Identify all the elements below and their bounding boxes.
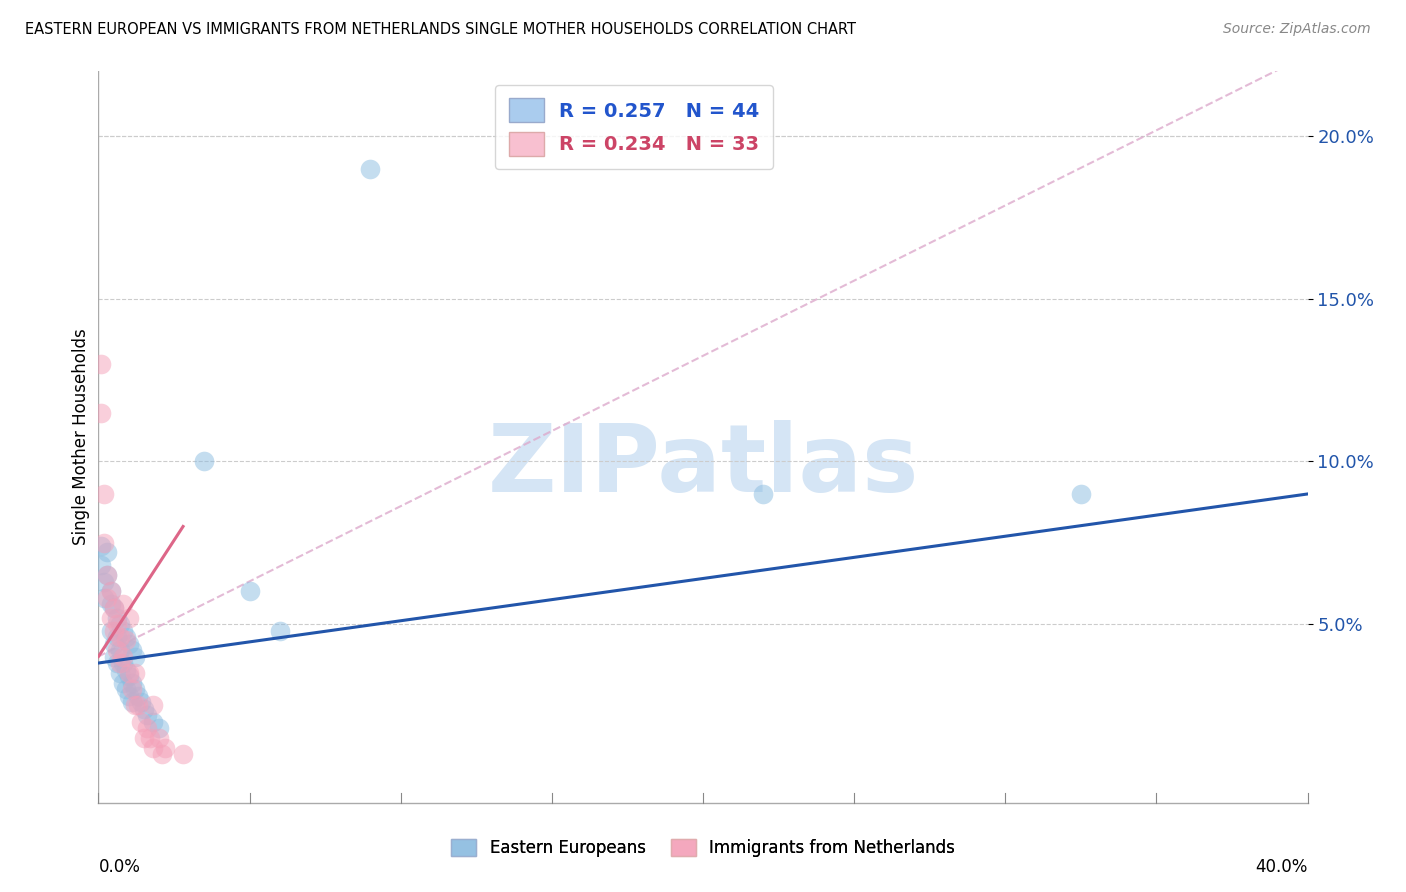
Point (121, 695, 143, 709)
Point (127, 698, 149, 713)
Point (111, 624, 134, 638)
Point (93, 487, 115, 501)
Point (108, 630, 131, 644)
Point (105, 643, 128, 657)
Point (100, 584, 122, 599)
Point (93, 591, 115, 605)
Point (111, 675, 134, 690)
Point (103, 600, 125, 615)
Point (124, 649, 146, 664)
Legend: Eastern Europeans, Immigrants from Netherlands: Eastern Europeans, Immigrants from Nethe… (444, 832, 962, 864)
Point (114, 663, 136, 677)
Point (153, 740, 176, 755)
Point (96, 545, 118, 559)
Point (148, 731, 170, 745)
Point (93, 574, 115, 589)
Point (105, 630, 128, 644)
Y-axis label: Single Mother Households: Single Mother Households (72, 329, 90, 545)
Point (142, 698, 165, 713)
Point (90, 357, 112, 371)
Point (100, 598, 122, 612)
Point (1070, 487, 1092, 501)
Point (103, 624, 125, 638)
Text: EASTERN EUROPEAN VS IMMIGRANTS FROM NETHERLANDS SINGLE MOTHER HOUSEHOLDS CORRELA: EASTERN EUROPEAN VS IMMIGRANTS FROM NETH… (25, 22, 856, 37)
Text: 40.0%: 40.0% (1256, 858, 1308, 876)
Point (103, 636, 125, 650)
Point (132, 731, 155, 745)
Point (118, 610, 141, 624)
Point (124, 681, 146, 696)
Point (100, 584, 122, 599)
Point (96, 568, 118, 582)
Point (103, 600, 125, 615)
Point (193, 454, 215, 468)
Point (135, 708, 157, 723)
Point (111, 598, 134, 612)
Point (90, 406, 112, 420)
Point (118, 689, 141, 703)
Point (105, 610, 128, 624)
Text: 0.0%: 0.0% (98, 858, 141, 876)
Point (269, 624, 291, 638)
Point (124, 698, 146, 713)
Point (108, 643, 131, 657)
Point (150, 747, 173, 761)
Point (135, 721, 157, 735)
Point (105, 617, 128, 632)
Point (96, 591, 118, 605)
Point (121, 643, 143, 657)
Point (90, 539, 112, 553)
Text: ZIPatlas: ZIPatlas (488, 420, 918, 512)
Point (111, 649, 134, 664)
Point (103, 649, 125, 664)
Point (93, 535, 115, 549)
Point (172, 747, 194, 761)
Point (121, 681, 143, 696)
Point (114, 630, 136, 644)
Point (105, 656, 128, 670)
Point (124, 665, 146, 680)
Point (142, 740, 165, 755)
Point (100, 610, 122, 624)
Point (108, 617, 131, 632)
Point (129, 695, 152, 709)
Point (752, 487, 775, 501)
Point (111, 656, 134, 670)
Point (239, 584, 262, 599)
Point (96, 568, 118, 582)
Point (142, 714, 165, 729)
Point (360, 161, 382, 176)
Point (114, 681, 136, 696)
Point (129, 714, 152, 729)
Point (90, 558, 112, 573)
Point (118, 669, 141, 683)
Point (127, 689, 149, 703)
Point (121, 675, 143, 690)
Point (118, 636, 141, 650)
Point (108, 665, 131, 680)
Point (132, 701, 155, 715)
Point (100, 624, 122, 638)
Text: Source: ZipAtlas.com: Source: ZipAtlas.com (1223, 22, 1371, 37)
Point (108, 656, 131, 670)
Point (148, 721, 170, 735)
Point (114, 633, 136, 648)
Point (118, 665, 141, 680)
Point (139, 731, 162, 745)
